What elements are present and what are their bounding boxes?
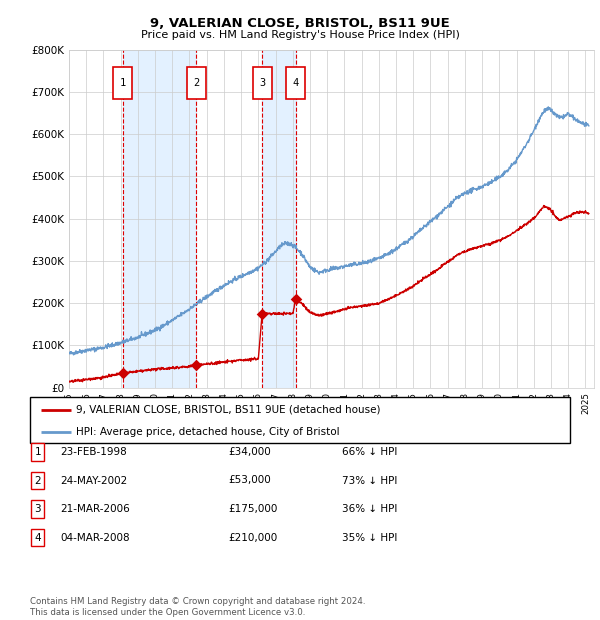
- Text: 36% ↓ HPI: 36% ↓ HPI: [342, 504, 397, 514]
- FancyBboxPatch shape: [113, 68, 133, 99]
- Text: £53,000: £53,000: [228, 476, 271, 485]
- FancyBboxPatch shape: [30, 397, 570, 443]
- Text: 4: 4: [293, 78, 299, 89]
- Text: 1: 1: [34, 447, 41, 457]
- Point: [118, 368, 128, 378]
- Text: 4: 4: [34, 533, 41, 542]
- Text: 2: 2: [34, 476, 41, 485]
- Text: 23-FEB-1998: 23-FEB-1998: [60, 447, 127, 457]
- Text: £34,000: £34,000: [228, 447, 271, 457]
- FancyBboxPatch shape: [187, 68, 206, 99]
- Bar: [262, 50, 296, 388]
- Point: [257, 309, 267, 319]
- Text: 9, VALERIAN CLOSE, BRISTOL, BS11 9UE: 9, VALERIAN CLOSE, BRISTOL, BS11 9UE: [150, 17, 450, 30]
- Point: [291, 294, 301, 304]
- Text: Price paid vs. HM Land Registry's House Price Index (HPI): Price paid vs. HM Land Registry's House …: [140, 30, 460, 40]
- Text: 35% ↓ HPI: 35% ↓ HPI: [342, 533, 397, 542]
- Text: 04-MAR-2008: 04-MAR-2008: [60, 533, 130, 542]
- Text: 21-MAR-2006: 21-MAR-2006: [60, 504, 130, 514]
- Text: £210,000: £210,000: [228, 533, 277, 542]
- Text: HPI: Average price, detached house, City of Bristol: HPI: Average price, detached house, City…: [76, 427, 340, 436]
- Text: £175,000: £175,000: [228, 504, 277, 514]
- Text: Contains HM Land Registry data © Crown copyright and database right 2024.
This d: Contains HM Land Registry data © Crown c…: [30, 598, 365, 617]
- Point: [191, 360, 201, 370]
- Text: 73% ↓ HPI: 73% ↓ HPI: [342, 476, 397, 485]
- Text: 1: 1: [120, 78, 126, 89]
- Bar: [123, 50, 196, 388]
- Text: 3: 3: [259, 78, 265, 89]
- Text: 9, VALERIAN CLOSE, BRISTOL, BS11 9UE (detached house): 9, VALERIAN CLOSE, BRISTOL, BS11 9UE (de…: [76, 405, 380, 415]
- Text: 66% ↓ HPI: 66% ↓ HPI: [342, 447, 397, 457]
- Text: 2: 2: [193, 78, 199, 89]
- Text: 24-MAY-2002: 24-MAY-2002: [60, 476, 127, 485]
- Text: 3: 3: [34, 504, 41, 514]
- FancyBboxPatch shape: [286, 68, 305, 99]
- FancyBboxPatch shape: [253, 68, 272, 99]
